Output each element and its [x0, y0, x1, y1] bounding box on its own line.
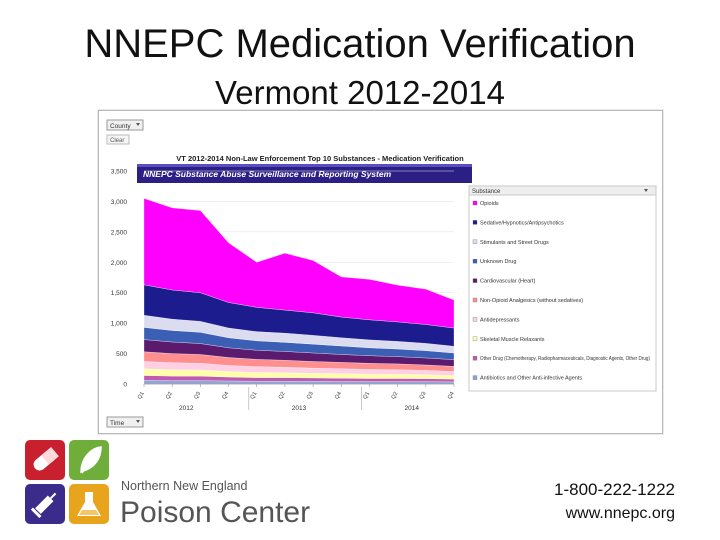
chart-svg: County Clear VT 2012-2014 Non-Law Enforc…: [106, 119, 657, 428]
chart-title: VT 2012-2014 Non-Law Enforcement Top 10 …: [176, 154, 464, 163]
x-tick-label: Q1: [137, 391, 146, 400]
x-tick-label: Q3: [193, 391, 202, 400]
x-tick-label: Q1: [250, 391, 259, 400]
legend-swatch: [472, 220, 478, 225]
chevron-down-icon: [136, 123, 140, 126]
x-tick-label: Q4: [447, 391, 456, 400]
y-tick-label: 3,000: [111, 199, 128, 206]
slide-subtitle: Vermont 2012-2014: [215, 74, 505, 111]
legend-swatch: [472, 278, 478, 283]
legend-swatch: [472, 239, 478, 244]
chart-panel: County Clear VT 2012-2014 Non-Law Enforc…: [98, 110, 663, 434]
syringe-icon: [30, 492, 57, 519]
x-tick-label: Q2: [165, 391, 174, 400]
legend-item[interactable]: Cardiovascular (Heart): [480, 279, 535, 285]
county-filter-button[interactable]: County: [106, 119, 144, 131]
phone-number: 1-800-222-1222: [554, 480, 675, 499]
nnepc-logo: Northern New England Poison Center: [25, 440, 315, 529]
logo-text-region: Northern New England: [121, 479, 248, 493]
x-tick-label: Q1: [362, 391, 371, 400]
y-tick-label: 1,000: [111, 321, 128, 328]
y-tick-label: 0: [123, 382, 127, 389]
y-tick-label: 2,000: [111, 260, 128, 267]
x-tick-label: Q3: [306, 391, 315, 400]
x-tick-label: Q4: [221, 391, 230, 400]
county-filter-label: County: [110, 123, 131, 130]
x-tick-label: Q2: [278, 391, 287, 400]
legend-swatch: [472, 375, 478, 380]
legend-item[interactable]: Stimulants and Street Drugs: [480, 240, 549, 246]
x-group-label: 2013: [292, 405, 307, 412]
legend-item[interactable]: Opioids: [480, 201, 499, 207]
x-tick-label: Q3: [419, 391, 428, 400]
legend-item[interactable]: Skeletal Muscle Relaxants: [480, 337, 545, 343]
clear-button[interactable]: Clear: [106, 134, 130, 145]
legend-swatch: [472, 356, 478, 361]
slide-title: NNEPC Medication Verification: [84, 22, 636, 66]
legend-item[interactable]: Other Drug (Chemotherapy, Radiopharmaceu…: [480, 356, 650, 362]
legend-swatch: [472, 297, 478, 303]
time-filter-label: Time: [110, 420, 125, 427]
system-banner-text: NNEPC Substance Abuse Surveillance and R…: [143, 169, 392, 179]
logo-text-name: Poison Center: [120, 496, 310, 525]
legend-item[interactable]: Unknown Drug: [480, 259, 516, 265]
y-tick-label: 1,500: [111, 290, 128, 297]
system-banner: [137, 164, 472, 183]
x-tick-label: Q2: [391, 391, 400, 400]
legend-swatch: [472, 200, 478, 206]
y-tick-label: 2,500: [111, 229, 128, 236]
pill-icon: [33, 447, 59, 471]
y-tick-label: 500: [116, 351, 127, 358]
x-group-label: 2012: [179, 405, 194, 412]
clear-button-label: Clear: [110, 138, 124, 144]
legend-item[interactable]: Antibiotics and Other Anti-infective Age…: [480, 376, 582, 382]
legend-swatch: [472, 317, 478, 322]
legend-item[interactable]: Non-Opioid Analgesics (without sedatives…: [480, 298, 583, 304]
legend-panel: [468, 185, 657, 392]
leaf-icon: [80, 446, 102, 474]
time-filter-button[interactable]: Time: [106, 416, 144, 428]
x-tick-label: Q4: [334, 391, 343, 400]
legend-swatch: [472, 336, 478, 341]
chevron-down-icon: [136, 420, 140, 423]
y-tick-label: 3,500: [111, 169, 128, 176]
x-group-label: 2014: [404, 405, 419, 412]
website-link[interactable]: www.nnepc.org: [565, 505, 675, 522]
legend-item[interactable]: Sedative/Hypnotics/Antipsychotics: [480, 220, 564, 226]
legend-swatch: [472, 259, 478, 264]
legend-dropdown-icon[interactable]: [644, 189, 648, 192]
area-series[interactable]: [143, 198, 455, 329]
legend-title: Substance: [472, 189, 501, 195]
legend-item[interactable]: Antidepressants: [480, 317, 520, 323]
